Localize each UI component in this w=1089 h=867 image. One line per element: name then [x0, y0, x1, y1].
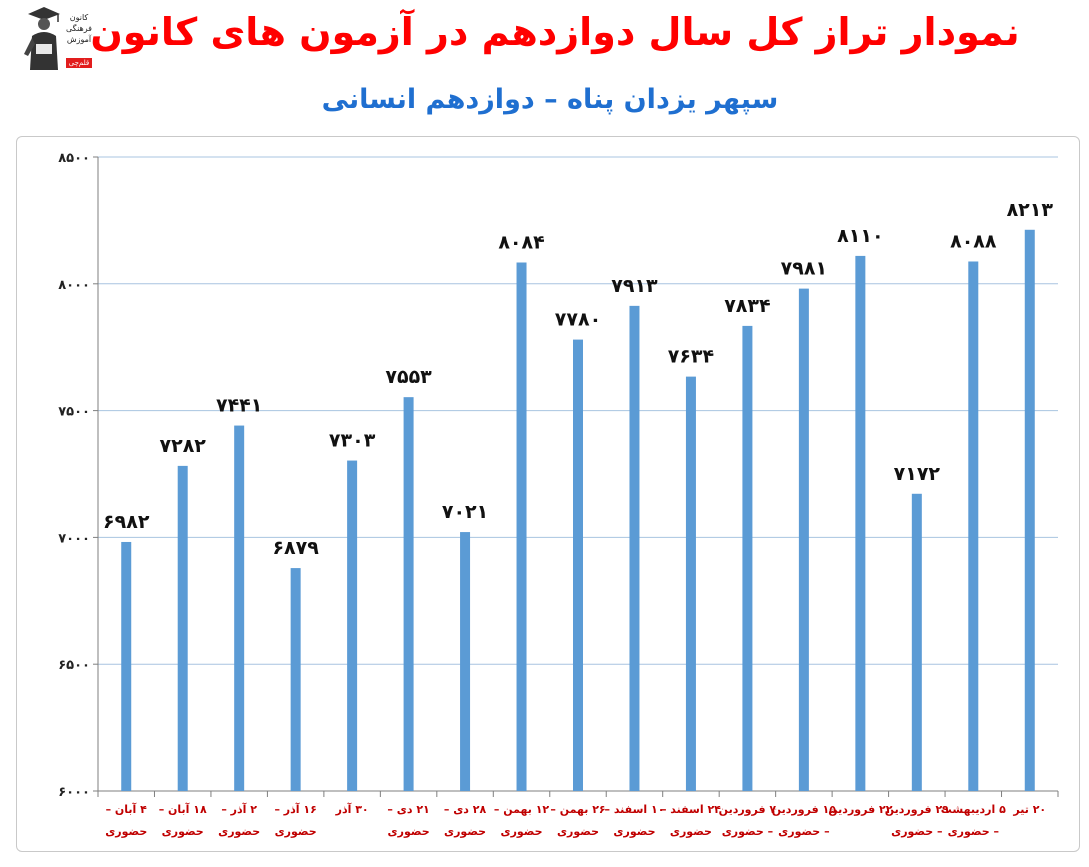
data-label: ۸۱۱۰ [837, 225, 883, 247]
bar [516, 262, 527, 792]
x-tick-label: حضوری [105, 825, 147, 838]
data-label: ۷۷۸۰ [555, 309, 601, 331]
data-label: ۸۲۱۳ [1007, 199, 1054, 221]
x-tick-label: ۷ فروردین [719, 803, 777, 816]
data-label: ۷۲۸۲ [160, 435, 207, 457]
bar [234, 425, 245, 791]
x-tick-label: ۱۶ آذر – [274, 802, 316, 816]
bar [742, 325, 753, 791]
x-tick-label: ۱۲ بهمن – [494, 803, 550, 816]
data-label: ۷۱۷۲ [894, 463, 941, 485]
x-tick-label: – حضوری [722, 825, 773, 838]
bar [911, 493, 922, 791]
x-tick-label: ۲۸ دی – [444, 803, 487, 816]
data-label: ۷۹۸۱ [781, 258, 827, 280]
x-tick-label: ۱۰ اسفند – [604, 803, 664, 816]
bar [347, 460, 358, 791]
x-tick-label: حضوری [500, 825, 542, 838]
bar [290, 568, 301, 791]
x-tick-label: ۲۰ تیر [1012, 803, 1046, 816]
chart-frame [16, 136, 1080, 852]
x-tick-label: – حضوری [778, 825, 829, 838]
x-tick-label: ۲۶ بهمن – [550, 803, 605, 816]
data-label: ۶۸۷۹ [272, 537, 319, 559]
x-tick-label: – حضوری [948, 825, 999, 838]
x-tick-label: حضوری [613, 825, 655, 838]
data-label: ۷۸۳۴ [724, 295, 770, 317]
y-tick-label: ۷۰۰۰ [58, 531, 90, 546]
logo-text: کانون فرهنگی آموزش [66, 12, 92, 45]
data-label: ۷۴۴۱ [216, 395, 262, 417]
x-tick-label: ۲۲ فروردین [828, 803, 892, 816]
bar [855, 255, 866, 792]
data-label: ۸۰۸۴ [498, 231, 544, 253]
x-tick-label: ۲۱ دی – [387, 803, 429, 816]
y-tick-label: ۷۵۰۰ [58, 405, 90, 420]
x-tick-label: ۵ اردیبهشت [941, 803, 1006, 816]
logo-line-1: کانون [69, 13, 89, 22]
bar [403, 397, 414, 791]
x-tick-label: ۴ آبان – [106, 802, 148, 816]
bar [968, 261, 979, 792]
data-label: ۷۰۲۱ [442, 501, 488, 523]
x-tick-label: ۱۵ فروردین [772, 803, 836, 816]
bar [460, 532, 471, 791]
x-tick-label: حضوری [670, 825, 712, 838]
y-tick-label: ۶۵۰۰ [58, 658, 90, 673]
x-tick-label: حضوری [557, 825, 599, 838]
chart-subtitle: سپهر یزدان پناه – دوازدهم انسانی [321, 84, 779, 115]
graduate-figure-icon [24, 7, 60, 70]
logo-tag: قلم‌چی [66, 58, 92, 68]
data-label: ۷۵۵۳ [385, 366, 432, 388]
x-tick-label: ۲۹ فروردین [885, 803, 949, 816]
logo-line-3: آموزش [66, 35, 92, 44]
y-tick-label: ۸۵۰۰ [58, 151, 90, 166]
logo: کانون فرهنگی آموزش قلم‌چی [22, 4, 92, 72]
x-tick-label: حضوری [388, 825, 430, 838]
x-tick-label: ۲ آذر – [221, 802, 257, 816]
data-label: ۷۶۳۴ [668, 346, 714, 368]
x-tick-label: – حضوری [891, 825, 942, 838]
bar [685, 376, 696, 791]
x-tick-label: ۳۰ آذر [335, 802, 369, 816]
chart-title: نمودار تراز کل سال دوازدهم در آزمون های … [90, 10, 1020, 54]
x-tick-label: حضوری [218, 825, 260, 838]
x-tick-label: حضوری [444, 825, 486, 838]
y-tick-label: ۶۰۰۰ [58, 785, 90, 800]
x-tick-label: حضوری [275, 825, 317, 838]
x-tick-label: ۲۴ اسفند – [661, 803, 721, 816]
data-label: ۷۳۰۳ [329, 430, 376, 452]
data-label: ۷۹۱۳ [611, 275, 658, 297]
bar [798, 288, 809, 791]
data-label: ۶۹۸۲ [103, 511, 150, 533]
bar [121, 541, 132, 791]
bar [177, 465, 188, 791]
bar [629, 305, 640, 791]
x-tick-label: ۱۸ آبان – [159, 802, 207, 816]
bar [573, 339, 583, 791]
y-tick-label: ۸۰۰۰ [58, 278, 90, 293]
logo-line-2: فرهنگی [66, 24, 92, 33]
x-tick-label: حضوری [162, 825, 204, 838]
data-label: ۸۰۸۸ [950, 230, 997, 252]
bar [1024, 229, 1035, 791]
